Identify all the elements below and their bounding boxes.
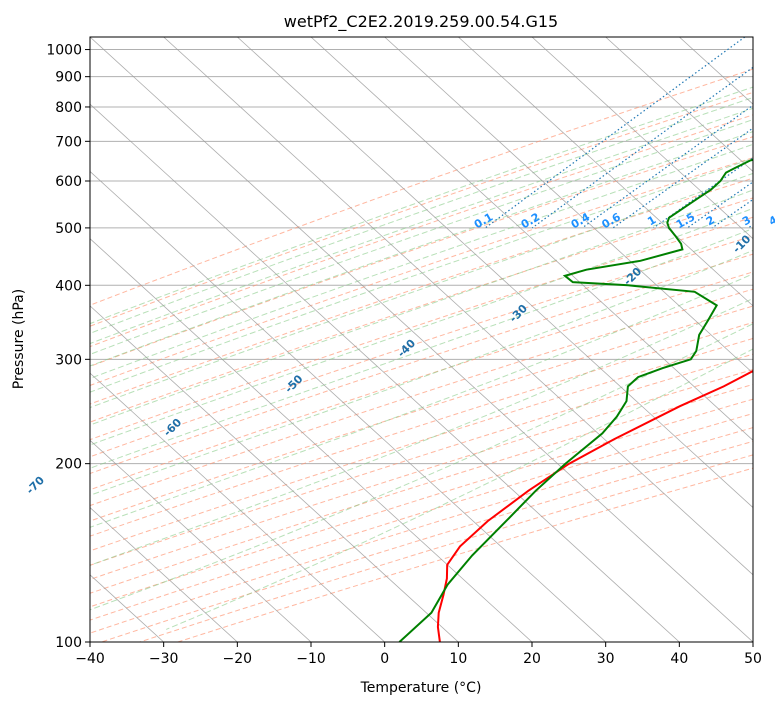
dry-adiabat-line [90,427,753,634]
isotherm-line [90,439,312,642]
isotherm-line [90,238,533,642]
y-tick-label: 100 [55,635,82,651]
isotherm-line [605,37,753,172]
y-tick-label: 600 [55,174,82,190]
x-tick-label: −20 [223,651,253,667]
isotherm-label: -40 [395,337,418,360]
y-axis-label: Pressure (hPa) [11,289,27,389]
moist-adiabat-line [90,227,753,469]
moist-adiabat-line [90,157,753,393]
y-tick-label: 700 [55,134,82,150]
x-axis-ticks: −40 −30 −20 −10 0 10 20 30 40 50 [75,642,762,667]
isotherm-line [310,37,753,441]
mixing-ratio-label: 4 [767,213,775,228]
moist-adiabat-line [90,131,753,367]
x-tick-label: −40 [75,651,105,667]
moist-adiabat-line [90,189,753,426]
mixing-ratio-line [531,66,753,229]
moist-adiabat-line [90,119,753,355]
x-tick-label: −10 [296,651,326,667]
isotherm-line [163,37,753,576]
isotherm-line [90,37,753,642]
x-tick-label: 50 [744,651,762,667]
mixing-ratio-line [687,181,753,229]
isotherm-label: -50 [282,372,305,395]
x-tick-label: −30 [149,651,179,667]
dry-adiabat-line [90,353,753,566]
y-tick-label: 500 [55,221,82,237]
sounding-profiles [398,158,753,642]
isobar-gridlines [90,49,753,642]
isotherm-line [90,103,680,642]
dry-adiabat-line [90,321,753,537]
isotherm-line [90,507,238,642]
y-tick-label: 1000 [46,43,82,59]
dry-adiabat-line [90,177,753,405]
moist-adiabat-line [90,207,753,446]
x-tick-label: 40 [670,651,688,667]
moist-adiabat-line [90,249,753,496]
dry-adiabat-line [90,136,753,367]
isotherm-line [90,305,459,642]
moist-adiabats [90,86,753,630]
isotherm-line [458,37,753,307]
x-axis-label: Temperature (°C) [360,680,482,696]
y-tick-label: 800 [55,100,82,116]
mixing-ratio-line [711,198,753,229]
dry-adiabat-line [90,383,753,594]
x-tick-label: 30 [597,651,615,667]
dry-adiabat-line [90,114,753,348]
mixing-ratio-line [484,37,746,229]
isotherm-line [752,37,753,38]
y-tick-label: 200 [55,457,82,473]
isotherm-line [90,372,385,642]
mixing-ratio-line [581,104,753,229]
x-tick-label: 10 [449,651,467,667]
temperature-profile [436,369,753,642]
moist-adiabat-line [90,107,753,345]
isotherm-line [531,37,753,240]
y-tick-label: 400 [55,278,82,294]
isotherms [90,37,753,642]
mixing-ratio-line [653,157,753,229]
dry-adiabat-line [90,305,753,522]
dry-adiabat-line [101,440,753,642]
moist-adiabat-line [166,348,753,630]
isotherm-label: -70 [24,474,47,497]
y-tick-label: 300 [55,352,82,368]
mixing-ratio-line [747,223,753,229]
x-tick-label: 20 [523,651,541,667]
isotherm-line [90,170,606,642]
chart-title: wetPf2_C2E2.2019.259.00.54.G15 [284,12,558,32]
isotherm-line [384,37,753,374]
dry-adiabat-line [90,337,753,552]
plot-frame [89,36,754,643]
isotherm-line [237,37,753,509]
x-tick-label: 0 [380,651,389,667]
dry-adiabat-line [90,68,753,306]
y-tick-label: 900 [55,70,82,86]
y-axis-ticks: 1000 900 800 700 600 500 400 300 200 100 [46,43,90,651]
isotherm-label: -30 [507,302,530,325]
mixing-ratio-lines [484,37,753,229]
mixing-ratio-label: 3 [740,213,753,228]
